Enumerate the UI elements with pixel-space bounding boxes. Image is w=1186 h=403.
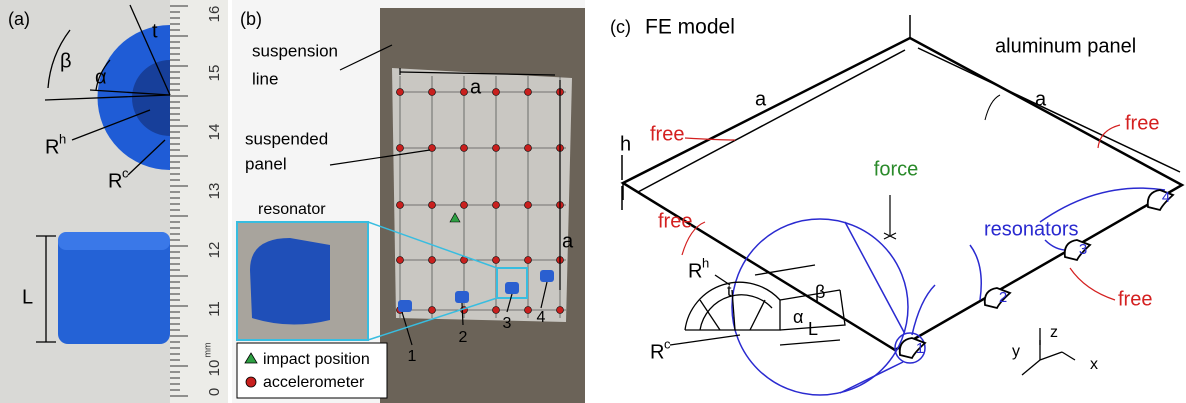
symbol-rh-sup: h (59, 131, 66, 146)
resonator-number: 3 (503, 315, 512, 332)
accelerometer-dot (525, 257, 532, 264)
resonator-number: 4 (537, 309, 546, 326)
accelerometer-dot (493, 202, 500, 209)
symbol-rc-sup: c (122, 165, 129, 180)
symbol-rc-base: R (650, 341, 664, 363)
axis-label: y (1012, 343, 1020, 360)
symbol: a (1035, 88, 1047, 110)
symbol: a (755, 88, 767, 110)
ruler-label: 13 (206, 183, 223, 200)
symbol: L (22, 286, 33, 308)
accelerometer-dot (397, 145, 404, 152)
panel-label: (a) (8, 9, 30, 29)
accelerometer-dot (525, 89, 532, 96)
resonator-number: 2 (459, 329, 468, 346)
free-label: free (658, 210, 692, 232)
accelerometer-dot (493, 145, 500, 152)
free-label: free (1118, 288, 1152, 310)
annotation: suspended (245, 129, 328, 148)
symbol: t (727, 283, 732, 300)
accelerometer-dot (429, 257, 436, 264)
ruler-label: 14 (206, 124, 223, 141)
panel-label: (b) (240, 9, 262, 29)
ruler-label: 15 (206, 65, 223, 82)
force-label: force (874, 158, 918, 180)
free-label: free (1125, 112, 1159, 134)
panel-label: (c) (610, 17, 631, 37)
annotation: aluminum panel (995, 35, 1136, 57)
annotation: suspension (252, 41, 338, 60)
annotation: panel (245, 154, 287, 173)
figure: (a)βαtRhRcL16151413121110mm0(b)suspensio… (0, 0, 1186, 403)
accelerometer-dot (429, 307, 436, 314)
photo-a (0, 0, 228, 403)
accelerometer-dot (525, 202, 532, 209)
accelerometer-dot (493, 307, 500, 314)
axis-label: x (1090, 356, 1098, 373)
legend-label: accelerometer (263, 374, 365, 391)
fe-diagram (622, 15, 1182, 395)
ruler-label: 10 (206, 360, 223, 377)
resonators-label: resonators (984, 218, 1079, 240)
symbol-rh-base: R (688, 260, 702, 282)
accelerometer-dot (525, 307, 532, 314)
accelerometer-dot (557, 307, 564, 314)
resonator-number: 1 (408, 348, 417, 365)
ruler-label: 0 (206, 388, 223, 396)
accelerometer-dot (397, 202, 404, 209)
symbol: β (815, 282, 825, 302)
panel-title: FE model (645, 16, 735, 39)
annotation: line (252, 69, 278, 88)
accelerometer-dot (461, 89, 468, 96)
accelerometer-dot (397, 257, 404, 264)
symbol: α (95, 66, 107, 88)
symbol: h (620, 133, 631, 155)
symbol: L (808, 319, 818, 339)
annotation: resonator (258, 201, 326, 218)
ruler-unit: mm (202, 343, 212, 358)
symbol-rh-base: R (45, 136, 59, 158)
accelerometer-dot (493, 89, 500, 96)
free-label: free (650, 123, 684, 145)
resonator-number: 3 (1079, 241, 1087, 258)
legend-label: impact position (263, 351, 370, 368)
accelerometer-dot (461, 145, 468, 152)
symbol-rc-base: R (108, 170, 122, 192)
symbol: α (793, 307, 803, 327)
resonator-number: 2 (999, 289, 1007, 306)
ruler-label: 11 (206, 301, 223, 317)
symbol: t (152, 20, 158, 42)
axis-label: z (1050, 324, 1058, 341)
ruler-label: 16 (206, 6, 223, 23)
resonator-number: 1 (916, 340, 924, 357)
symbol: β (60, 50, 72, 72)
accelerometer-dot (397, 89, 404, 96)
ruler-label: 12 (206, 242, 223, 259)
accelerometer-dot (429, 89, 436, 96)
symbol: a (470, 76, 482, 98)
accelerometer-dot (525, 145, 532, 152)
accelerometer-dot (461, 202, 468, 209)
resonator-number: 4 (1162, 189, 1170, 206)
accelerometer-dot (429, 202, 436, 209)
symbol-rh-sup: h (702, 255, 709, 270)
symbol-rc-sup: c (664, 336, 671, 351)
symbol: a (562, 230, 574, 252)
accelerometer-dot (493, 257, 500, 264)
